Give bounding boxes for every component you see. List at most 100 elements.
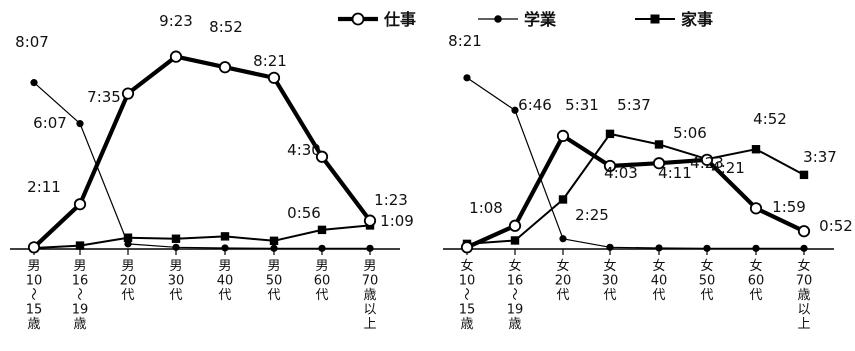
category-label: 代	[218, 288, 231, 303]
category-label: 女	[749, 258, 762, 274]
data-label: 2:25	[575, 206, 609, 224]
data-point	[463, 74, 471, 82]
data-point	[270, 244, 278, 252]
data-point	[654, 140, 664, 149]
category-label: 代	[603, 288, 616, 303]
data-point	[172, 243, 180, 251]
category-label: 代	[652, 288, 665, 303]
category-label: 60	[314, 274, 331, 289]
series-line-家事	[33, 224, 371, 249]
category-label: 女	[603, 258, 616, 274]
data-label: 3:37	[803, 148, 837, 166]
category-label: 男	[27, 259, 40, 274]
category-label: 上	[363, 317, 376, 332]
data-point	[606, 243, 614, 251]
data-label: 0:56	[287, 204, 321, 222]
series-line-家事	[466, 132, 805, 245]
category-label: 20	[555, 274, 572, 289]
legend-label: 学業	[524, 10, 557, 29]
data-label: 1:59	[772, 198, 806, 216]
data-point	[652, 157, 666, 170]
data-label: 4:30	[287, 141, 321, 159]
data-point	[749, 202, 763, 215]
category-label: 〜	[71, 287, 86, 300]
data-point	[366, 244, 374, 252]
category-label: 歳	[363, 288, 376, 303]
data-point	[121, 87, 135, 100]
category-label: 50	[699, 274, 716, 289]
category-label: 30	[168, 274, 185, 289]
category-label: 歳	[73, 317, 86, 332]
data-label: 4:23	[690, 154, 724, 172]
data-point	[605, 129, 615, 139]
category-label: 男	[218, 259, 231, 274]
data-label: 4:52	[753, 110, 787, 128]
data-point	[508, 219, 522, 232]
data-point	[363, 214, 377, 227]
category-label: 19	[72, 303, 89, 318]
data-label: 6:46	[518, 96, 552, 114]
data-point	[267, 71, 281, 84]
category-label: 女	[556, 258, 569, 274]
category-label: 女	[652, 258, 665, 274]
category-label: 代	[315, 288, 328, 303]
data-point	[703, 244, 711, 252]
data-point	[603, 159, 617, 173]
category-label: 60	[748, 274, 765, 289]
data-point	[511, 106, 519, 114]
data-point	[315, 150, 329, 163]
data-point	[799, 170, 809, 180]
category-label: 40	[651, 274, 668, 289]
data-label: 9:23	[159, 12, 193, 30]
category-label: 男	[267, 259, 280, 274]
category-label: 女	[700, 258, 713, 274]
data-point	[318, 244, 326, 252]
category-label: 女	[460, 258, 473, 274]
category-label: 以	[363, 303, 376, 318]
data-point	[269, 236, 279, 245]
data-point	[218, 61, 232, 74]
data-label: 5:06	[673, 124, 707, 142]
category-label: 代	[169, 288, 182, 303]
data-point	[797, 225, 811, 238]
data-point	[73, 198, 87, 211]
category-label: 15	[26, 303, 43, 318]
data-label: 4:11	[658, 164, 692, 182]
series-line-学業	[33, 82, 370, 249]
category-label: 代	[749, 288, 762, 303]
data-point	[171, 234, 181, 243]
category-label: 女	[508, 258, 521, 274]
data-label: 5:37	[617, 96, 651, 114]
data-label: 8:21	[448, 32, 482, 50]
category-label: 50	[266, 274, 283, 289]
data-point	[800, 244, 808, 252]
category-label: 代	[267, 288, 280, 303]
data-point	[460, 241, 474, 254]
category-label: 40	[217, 274, 234, 289]
category-label: 代	[700, 288, 713, 303]
data-point	[76, 120, 84, 128]
category-label: 上	[797, 317, 810, 332]
data-label: 4:03	[604, 164, 638, 182]
category-label: 歳	[797, 288, 810, 303]
data-point	[751, 145, 761, 154]
data-label: 1:09	[380, 212, 414, 230]
category-label: 16	[72, 274, 89, 289]
category-label: 70	[362, 274, 379, 289]
data-label: 1:08	[469, 199, 503, 217]
data-label: 7:35	[87, 88, 121, 106]
category-label: 20	[120, 274, 137, 289]
category-label: 歳	[460, 317, 473, 332]
category-label: 70	[796, 274, 813, 289]
data-label: 5:31	[565, 96, 599, 114]
category-label: 〜	[458, 287, 473, 300]
data-label: 8:52	[209, 18, 243, 36]
category-label: 〜	[506, 287, 521, 300]
data-point	[559, 235, 567, 243]
legend-label: 仕事	[383, 10, 416, 29]
category-label: 男	[363, 259, 376, 274]
data-point	[221, 244, 229, 252]
data-label: 1:23	[374, 191, 408, 209]
data-point	[556, 129, 570, 143]
